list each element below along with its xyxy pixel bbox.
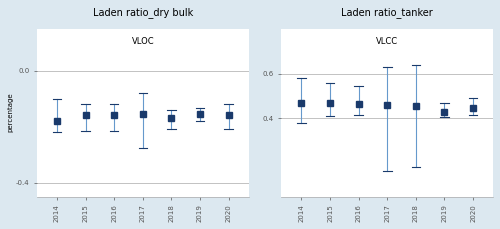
Y-axis label: percentage: percentage <box>7 93 13 133</box>
Title: Laden ratio_dry bulk: Laden ratio_dry bulk <box>92 7 193 18</box>
Text: VLOC: VLOC <box>132 37 154 46</box>
Text: VLCC: VLCC <box>376 37 398 46</box>
Title: Laden ratio_tanker: Laden ratio_tanker <box>342 7 433 18</box>
